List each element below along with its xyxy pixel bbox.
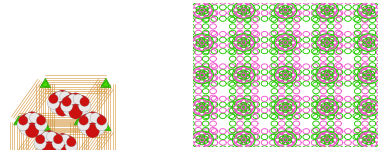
Circle shape bbox=[52, 137, 64, 150]
Circle shape bbox=[60, 142, 75, 150]
Circle shape bbox=[90, 121, 105, 135]
Circle shape bbox=[37, 139, 51, 150]
Circle shape bbox=[60, 99, 75, 114]
Circle shape bbox=[79, 100, 91, 112]
Circle shape bbox=[67, 137, 76, 147]
Circle shape bbox=[60, 134, 70, 145]
Circle shape bbox=[42, 143, 56, 150]
Circle shape bbox=[80, 121, 95, 135]
Polygon shape bbox=[102, 80, 109, 87]
Circle shape bbox=[90, 113, 101, 123]
Circle shape bbox=[19, 114, 35, 129]
Circle shape bbox=[66, 97, 85, 115]
Circle shape bbox=[60, 91, 70, 102]
Circle shape bbox=[29, 113, 40, 123]
Circle shape bbox=[49, 137, 58, 147]
Circle shape bbox=[53, 135, 63, 144]
Circle shape bbox=[56, 146, 69, 150]
Circle shape bbox=[80, 97, 89, 106]
Circle shape bbox=[49, 94, 58, 104]
Circle shape bbox=[40, 134, 59, 150]
Circle shape bbox=[19, 116, 28, 125]
Circle shape bbox=[36, 132, 52, 148]
Circle shape bbox=[30, 121, 45, 135]
Circle shape bbox=[69, 106, 82, 119]
Circle shape bbox=[35, 119, 47, 131]
Circle shape bbox=[86, 124, 99, 138]
Circle shape bbox=[29, 114, 45, 129]
Circle shape bbox=[56, 133, 69, 147]
Circle shape bbox=[47, 97, 59, 109]
Circle shape bbox=[73, 102, 88, 117]
Circle shape bbox=[67, 94, 76, 104]
Polygon shape bbox=[75, 118, 82, 125]
Circle shape bbox=[69, 93, 82, 106]
Circle shape bbox=[95, 119, 108, 131]
Circle shape bbox=[36, 135, 45, 144]
Circle shape bbox=[25, 112, 39, 125]
Polygon shape bbox=[101, 122, 111, 130]
Circle shape bbox=[56, 103, 69, 116]
Circle shape bbox=[73, 94, 84, 104]
Circle shape bbox=[63, 95, 78, 110]
Polygon shape bbox=[101, 78, 111, 87]
Circle shape bbox=[50, 142, 65, 150]
Polygon shape bbox=[41, 123, 48, 130]
Circle shape bbox=[50, 99, 65, 114]
Circle shape bbox=[77, 119, 90, 131]
Circle shape bbox=[80, 114, 95, 129]
Polygon shape bbox=[40, 122, 51, 130]
Circle shape bbox=[90, 114, 105, 129]
Circle shape bbox=[60, 92, 75, 108]
Circle shape bbox=[50, 135, 65, 150]
Circle shape bbox=[24, 113, 35, 123]
Circle shape bbox=[63, 102, 78, 117]
Polygon shape bbox=[41, 80, 48, 87]
Circle shape bbox=[41, 132, 52, 142]
Polygon shape bbox=[15, 118, 22, 125]
Circle shape bbox=[54, 91, 65, 102]
Circle shape bbox=[17, 119, 29, 131]
Circle shape bbox=[36, 116, 46, 125]
Circle shape bbox=[53, 137, 72, 150]
Circle shape bbox=[47, 139, 62, 150]
Circle shape bbox=[60, 135, 75, 150]
Polygon shape bbox=[102, 123, 109, 130]
Circle shape bbox=[60, 100, 73, 112]
Circle shape bbox=[79, 116, 88, 125]
Circle shape bbox=[68, 94, 78, 104]
Circle shape bbox=[86, 112, 99, 125]
Circle shape bbox=[25, 124, 39, 138]
Circle shape bbox=[50, 92, 65, 108]
Circle shape bbox=[54, 134, 65, 145]
Polygon shape bbox=[40, 78, 51, 87]
Circle shape bbox=[85, 113, 95, 123]
Circle shape bbox=[23, 115, 42, 134]
Circle shape bbox=[65, 140, 77, 150]
Polygon shape bbox=[74, 116, 85, 125]
Circle shape bbox=[53, 94, 72, 112]
Circle shape bbox=[73, 95, 88, 110]
Circle shape bbox=[47, 140, 59, 150]
Circle shape bbox=[83, 115, 102, 134]
Circle shape bbox=[97, 116, 106, 125]
Circle shape bbox=[56, 90, 69, 104]
Polygon shape bbox=[14, 116, 24, 125]
Circle shape bbox=[62, 97, 71, 106]
Circle shape bbox=[65, 97, 77, 109]
Circle shape bbox=[42, 130, 56, 144]
Circle shape bbox=[20, 121, 34, 135]
Circle shape bbox=[34, 137, 46, 150]
Circle shape bbox=[46, 132, 57, 142]
Circle shape bbox=[46, 132, 62, 148]
